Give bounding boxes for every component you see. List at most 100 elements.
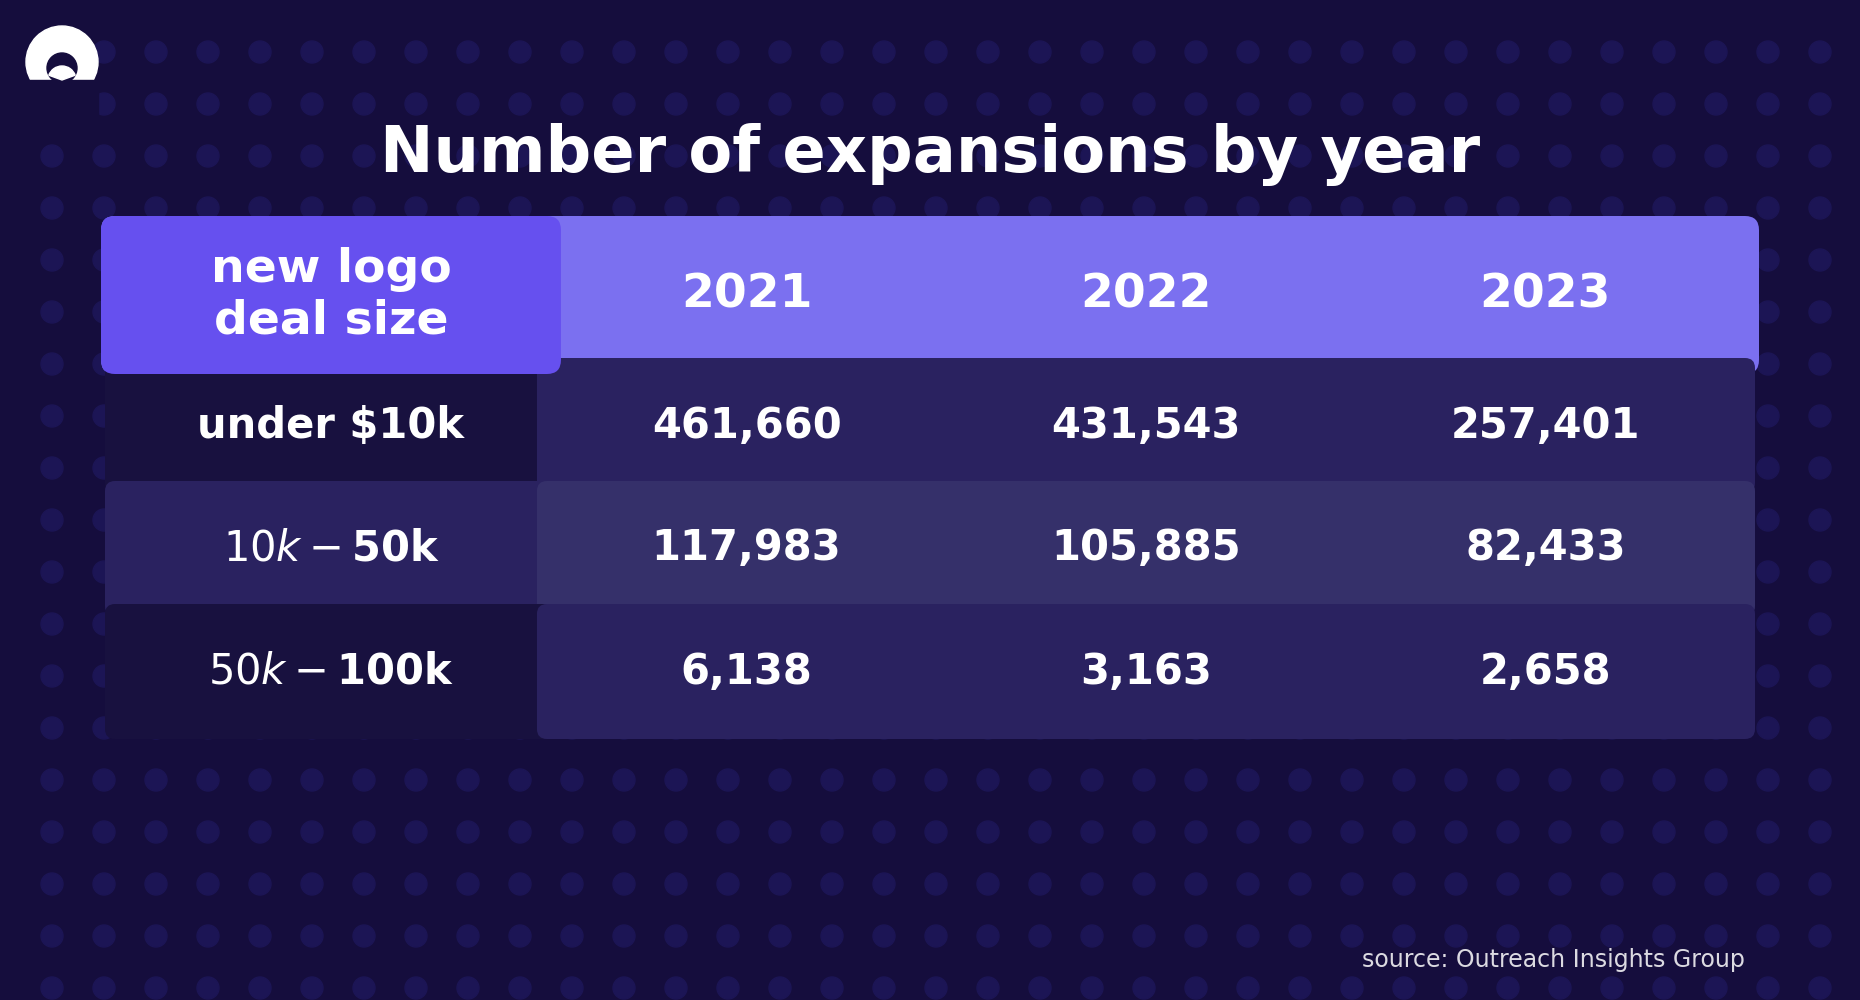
Circle shape (716, 301, 738, 323)
Text: 6,138: 6,138 (681, 650, 813, 692)
Circle shape (1445, 249, 1468, 271)
Circle shape (197, 561, 219, 583)
Circle shape (1185, 873, 1207, 895)
Circle shape (1289, 93, 1311, 115)
Circle shape (510, 41, 530, 63)
Circle shape (510, 197, 530, 219)
FancyBboxPatch shape (100, 216, 562, 374)
Circle shape (976, 665, 999, 687)
Circle shape (1133, 717, 1155, 739)
Circle shape (1601, 93, 1624, 115)
Circle shape (1237, 977, 1259, 999)
Circle shape (1601, 249, 1624, 271)
Circle shape (1706, 769, 1726, 791)
Circle shape (666, 41, 686, 63)
Circle shape (1185, 301, 1207, 323)
Circle shape (93, 977, 115, 999)
Circle shape (1654, 301, 1676, 323)
Circle shape (1758, 405, 1778, 427)
Circle shape (1341, 561, 1363, 583)
Circle shape (872, 41, 895, 63)
Circle shape (1810, 717, 1830, 739)
Circle shape (614, 977, 634, 999)
Circle shape (1549, 197, 1572, 219)
Circle shape (1237, 301, 1259, 323)
Circle shape (614, 249, 634, 271)
Circle shape (614, 717, 634, 739)
Circle shape (93, 769, 115, 791)
Circle shape (1445, 769, 1468, 791)
Circle shape (1289, 405, 1311, 427)
Circle shape (1810, 977, 1830, 999)
Circle shape (1654, 353, 1676, 375)
Circle shape (405, 873, 428, 895)
Circle shape (976, 41, 999, 63)
Circle shape (1185, 613, 1207, 635)
Circle shape (872, 457, 895, 479)
Circle shape (1810, 249, 1830, 271)
Circle shape (924, 665, 947, 687)
Circle shape (1393, 821, 1415, 843)
Circle shape (820, 249, 843, 271)
Circle shape (1601, 197, 1624, 219)
Circle shape (1029, 197, 1051, 219)
Circle shape (820, 665, 843, 687)
Circle shape (1497, 925, 1520, 947)
Circle shape (1185, 41, 1207, 63)
Circle shape (249, 769, 272, 791)
Circle shape (197, 769, 219, 791)
Circle shape (1810, 301, 1830, 323)
Circle shape (614, 93, 634, 115)
Circle shape (1185, 353, 1207, 375)
Circle shape (924, 821, 947, 843)
Circle shape (716, 145, 738, 167)
Circle shape (1810, 197, 1830, 219)
Circle shape (820, 821, 843, 843)
Text: new logo
deal size: new logo deal size (210, 246, 452, 344)
Circle shape (1654, 457, 1676, 479)
Circle shape (197, 249, 219, 271)
FancyBboxPatch shape (1335, 481, 1756, 616)
Circle shape (1654, 405, 1676, 427)
Circle shape (249, 977, 272, 999)
Circle shape (1706, 41, 1726, 63)
Circle shape (458, 873, 480, 895)
Circle shape (1497, 769, 1520, 791)
Circle shape (145, 977, 167, 999)
Circle shape (353, 249, 376, 271)
Circle shape (1133, 613, 1155, 635)
Circle shape (405, 925, 428, 947)
Circle shape (353, 769, 376, 791)
Circle shape (510, 977, 530, 999)
Circle shape (93, 197, 115, 219)
Circle shape (562, 977, 582, 999)
Circle shape (872, 405, 895, 427)
Circle shape (1758, 509, 1778, 531)
Circle shape (1185, 717, 1207, 739)
Circle shape (145, 665, 167, 687)
Circle shape (562, 561, 582, 583)
Circle shape (46, 53, 76, 83)
Circle shape (41, 301, 63, 323)
Circle shape (1289, 717, 1311, 739)
Circle shape (41, 353, 63, 375)
Circle shape (1029, 925, 1051, 947)
Circle shape (1445, 405, 1468, 427)
Circle shape (1081, 145, 1103, 167)
Circle shape (405, 197, 428, 219)
Circle shape (1706, 93, 1726, 115)
Circle shape (1289, 249, 1311, 271)
Circle shape (93, 93, 115, 115)
Circle shape (562, 509, 582, 531)
Circle shape (1029, 717, 1051, 739)
Circle shape (1549, 821, 1572, 843)
Circle shape (1706, 301, 1726, 323)
Circle shape (1133, 145, 1155, 167)
Circle shape (1393, 613, 1415, 635)
Circle shape (1393, 717, 1415, 739)
Circle shape (510, 717, 530, 739)
Text: 82,433: 82,433 (1466, 528, 1626, 570)
Circle shape (976, 873, 999, 895)
Circle shape (976, 353, 999, 375)
Circle shape (666, 197, 686, 219)
